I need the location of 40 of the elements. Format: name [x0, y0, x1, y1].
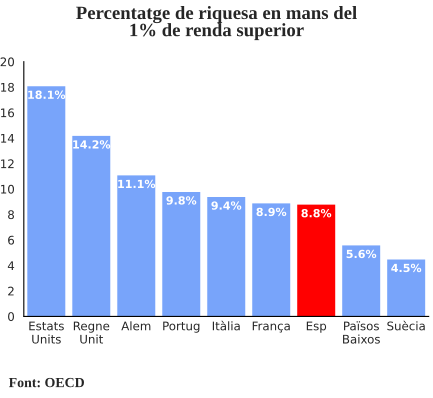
- x-tick-label: Itàlia: [212, 320, 240, 330]
- bar: [342, 244, 381, 316]
- y-tick-label: 12: [1, 159, 14, 168]
- y-tick-label: 2: [8, 286, 14, 296]
- data-label: 9.8%: [166, 196, 196, 205]
- data-label: 4.5%: [391, 264, 422, 272]
- text: Font: OECD: [8, 378, 84, 388]
- bar: [296, 204, 336, 316]
- x-tick-label: Suècia: [387, 320, 425, 330]
- y-tick-label: 16: [1, 108, 14, 118]
- y-tick-label: 20: [0, 57, 14, 66]
- data-label: 14.2%: [73, 140, 110, 149]
- y-tick-label: 10: [1, 184, 14, 194]
- y-tick-label: 18: [1, 82, 14, 92]
- data-label: 5.6%: [346, 250, 376, 258]
- y-tick-label: 8: [8, 210, 14, 220]
- bar: [26, 86, 66, 316]
- data-label: 8.9%: [256, 208, 286, 216]
- x-tick-label: Esp: [306, 322, 326, 333]
- data-label: 8.8%: [301, 208, 332, 218]
- y-tick-label: 0: [8, 312, 14, 322]
- x-tick-label: Alem: [121, 321, 150, 330]
- data-label: 9.4%: [211, 201, 242, 210]
- bar: [252, 202, 291, 316]
- y-tick-label: 6: [8, 236, 14, 245]
- x-tick-label: Regne Unit: [74, 322, 110, 344]
- x-tick-label: Estats Units: [29, 322, 64, 344]
- y-tick-label: 4: [8, 261, 14, 270]
- chart-title: Percentatge de riquesa en mans del 1% de renda superior: [76, 6, 357, 40]
- bar: [162, 191, 201, 316]
- bar: [72, 135, 111, 316]
- data-label: 18.1%: [28, 90, 66, 99]
- bar: [386, 258, 426, 316]
- bar: [206, 196, 246, 316]
- data-label: 11.1%: [118, 180, 156, 188]
- y-tick-label: 14: [1, 134, 14, 143]
- x-tick-label: França: [252, 322, 290, 333]
- x-tick-label: Portug: [163, 322, 200, 333]
- x-tick-label: Països Baixos: [343, 321, 380, 344]
- bar: [116, 174, 156, 316]
